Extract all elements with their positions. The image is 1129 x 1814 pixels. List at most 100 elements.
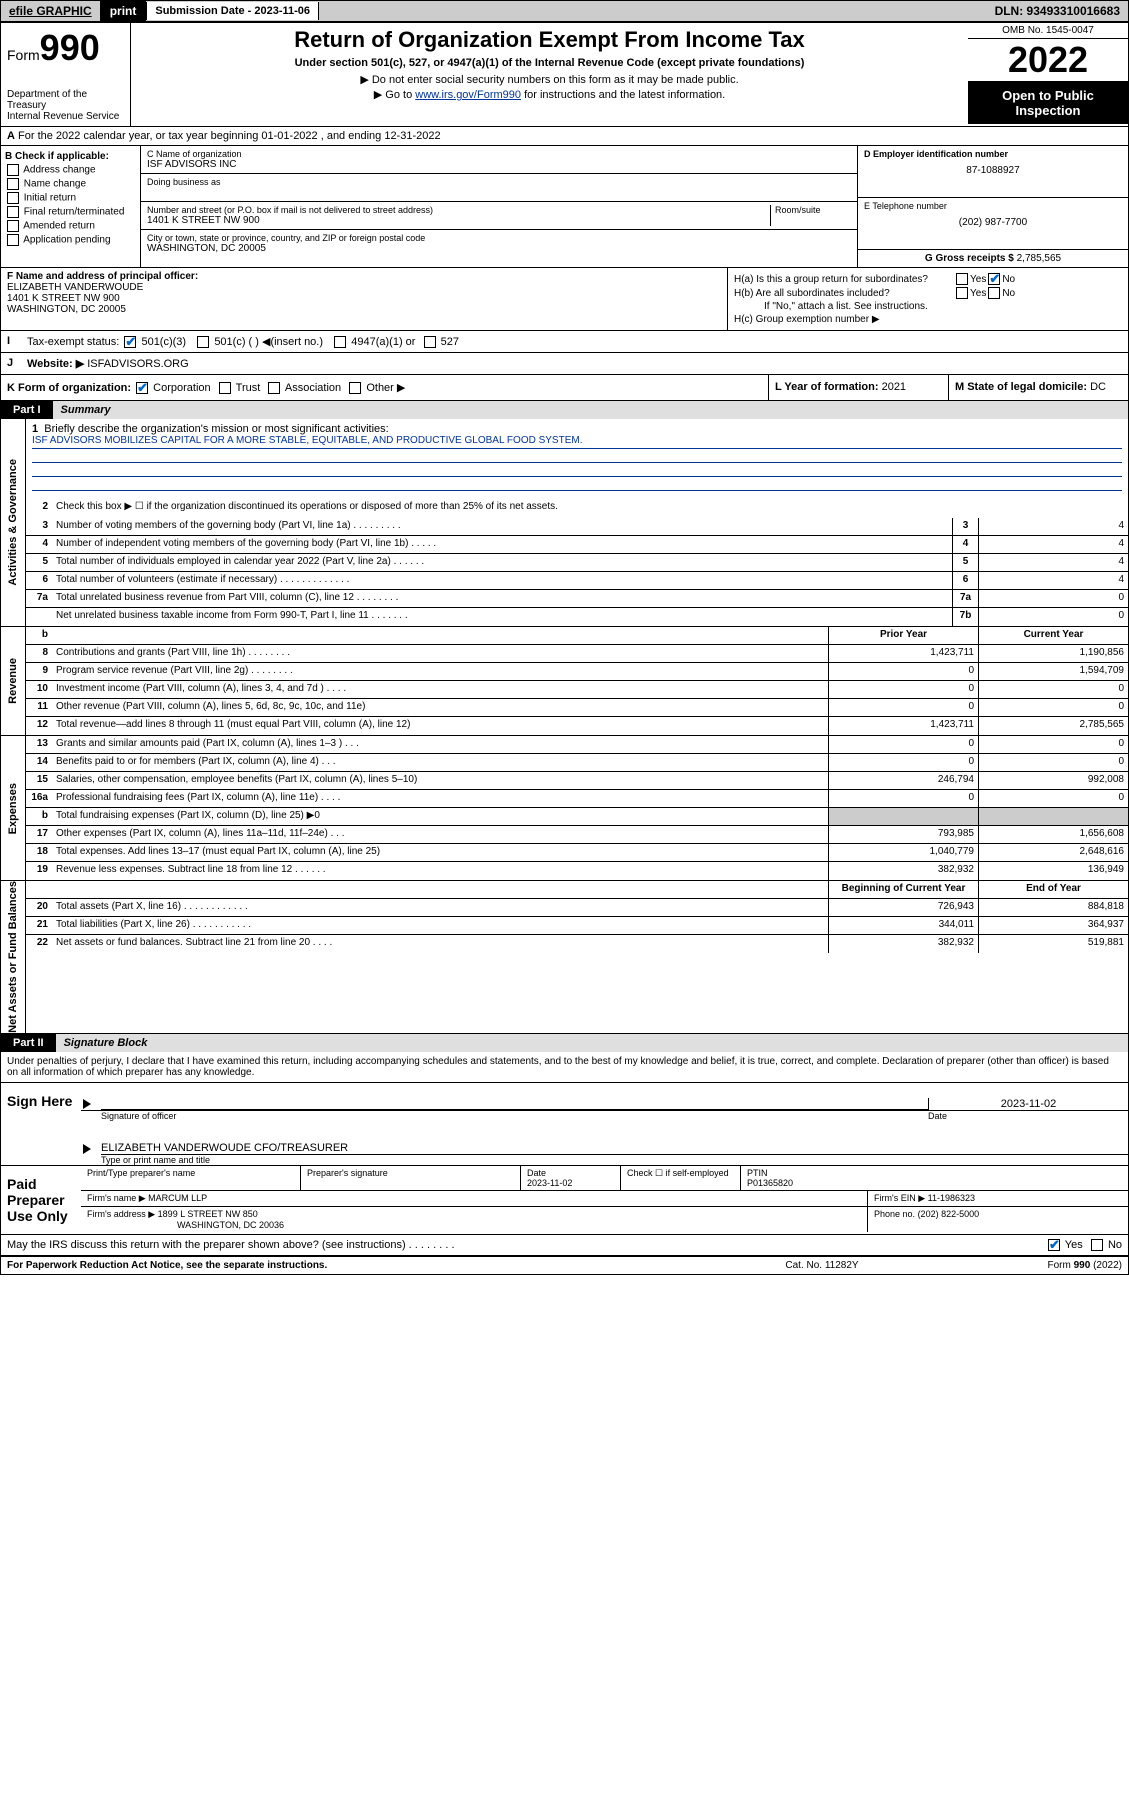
part2-title: Signature Block xyxy=(56,1034,1128,1052)
column-d-e-g: D Employer identification number 87-1088… xyxy=(858,146,1128,267)
ein-value: 87-1088927 xyxy=(864,165,1122,176)
name-title-label: Type or print name and title xyxy=(101,1155,1128,1165)
dba-label: Doing business as xyxy=(147,177,851,187)
chk-address-change[interactable]: Address change xyxy=(5,164,136,176)
discuss-no[interactable] xyxy=(1091,1239,1103,1251)
part2-header: Part II Signature Block xyxy=(1,1034,1128,1052)
irs-link[interactable]: www.irs.gov/Form990 xyxy=(415,89,521,101)
tax-year-range: For the 2022 calendar year, or tax year … xyxy=(18,130,441,142)
irs-label: Internal Revenue Service xyxy=(7,111,124,122)
hb-no[interactable] xyxy=(988,287,1000,299)
gross-receipts-label: G Gross receipts $ xyxy=(925,253,1014,264)
summary-row: 6Total number of volunteers (estimate if… xyxy=(26,572,1128,590)
form-note-ssn: ▶ Do not enter social security numbers o… xyxy=(137,73,962,86)
summary-row: 18Total expenses. Add lines 13–17 (must … xyxy=(26,844,1128,862)
mission-blank2 xyxy=(32,463,1122,477)
summary-row: 10Investment income (Part VIII, column (… xyxy=(26,681,1128,699)
omb-number: OMB No. 1545-0047 xyxy=(968,23,1128,39)
chk-4947[interactable] xyxy=(334,336,346,348)
form-subtitle: Under section 501(c), 527, or 4947(a)(1)… xyxy=(137,57,962,69)
discuss-row: May the IRS discuss this return with the… xyxy=(1,1235,1128,1256)
chk-association[interactable] xyxy=(268,382,280,394)
ha-yes[interactable] xyxy=(956,273,968,285)
row-b-num: b xyxy=(26,627,52,644)
officer-name: ELIZABETH VANDERWOUDE xyxy=(7,282,721,293)
self-employed-check[interactable]: Check ☐ if self-employed xyxy=(621,1166,741,1190)
hb-label: H(b) Are all subordinates included? xyxy=(734,288,954,299)
firm-ein: 11-1986323 xyxy=(928,1193,975,1203)
state-domicile-value: DC xyxy=(1090,381,1106,393)
open-inspection: Open to Public Inspection xyxy=(968,82,1128,124)
part1-title: Summary xyxy=(53,401,1128,419)
column-b: B Check if applicable: Address change Na… xyxy=(1,146,141,267)
mission-text: ISF ADVISORS MOBILIZES CAPITAL FOR A MOR… xyxy=(32,435,1122,449)
chk-trust[interactable] xyxy=(219,382,231,394)
form-title: Return of Organization Exempt From Incom… xyxy=(137,27,962,53)
firm-name: MARCUM LLP xyxy=(148,1193,207,1203)
firm-ein-label: Firm's EIN ▶ xyxy=(874,1193,925,1203)
hdr-current-year: Current Year xyxy=(978,627,1128,644)
chk-527[interactable] xyxy=(424,336,436,348)
preparer-sig-label: Preparer's signature xyxy=(301,1166,521,1190)
firm-name-label: Firm's name ▶ xyxy=(87,1193,146,1203)
dept-treasury: Department of the Treasury xyxy=(7,89,124,111)
street-value: 1401 K STREET NW 900 xyxy=(147,215,766,226)
chk-amended-return[interactable]: Amended return xyxy=(5,220,136,232)
officer-city: WASHINGTON, DC 20005 xyxy=(7,304,721,315)
summary-revenue: Revenue b Prior Year Current Year 8Contr… xyxy=(1,627,1128,736)
cat-no: Cat. No. 11282Y xyxy=(722,1260,922,1271)
chk-501c[interactable] xyxy=(197,336,209,348)
efile-link[interactable]: efile GRAPHIC xyxy=(1,1,100,21)
arrow-icon xyxy=(83,1099,91,1109)
summary-row: 13Grants and similar amounts paid (Part … xyxy=(26,736,1128,754)
chk-initial-return[interactable]: Initial return xyxy=(5,192,136,204)
room-label: Room/suite xyxy=(775,205,851,215)
row-k-l-m: K Form of organization: Corporation Trus… xyxy=(1,375,1128,401)
column-f: F Name and address of principal officer:… xyxy=(1,268,728,330)
chk-name-change[interactable]: Name change xyxy=(5,178,136,190)
section-a: A For the 2022 calendar year, or tax yea… xyxy=(1,127,1128,146)
ptin-value: P01365820 xyxy=(747,1178,1122,1188)
footer: For Paperwork Reduction Act Notice, see … xyxy=(1,1256,1128,1274)
vlabel-governance: Activities & Governance xyxy=(7,459,19,586)
website-value: ISFADVISORS.ORG xyxy=(87,358,188,370)
row-i-j: I Tax-exempt status: 501(c)(3) 501(c) ( … xyxy=(1,331,1128,353)
chk-other[interactable] xyxy=(349,382,361,394)
gross-receipts-value: 2,785,565 xyxy=(1017,253,1062,264)
officer-street: 1401 K STREET NW 900 xyxy=(7,293,721,304)
dln: DLN: 93493310016683 xyxy=(987,1,1128,21)
summary-expenses: Expenses 13Grants and similar amounts pa… xyxy=(1,736,1128,881)
hb-yes[interactable] xyxy=(956,287,968,299)
chk-corporation[interactable] xyxy=(136,382,148,394)
hc-label: H(c) Group exemption number ▶ xyxy=(734,314,1122,325)
form-page: Form990 Department of the Treasury Inter… xyxy=(0,22,1129,1275)
org-name-label: C Name of organization xyxy=(147,149,851,159)
summary-row: 21Total liabilities (Part X, line 26) . … xyxy=(26,917,1128,935)
officer-name-title: ELIZABETH VANDERWOUDE CFO/TREASURER xyxy=(101,1142,1128,1155)
part1-header: Part I Summary xyxy=(1,401,1128,419)
mission-blank3 xyxy=(32,477,1122,491)
form-header: Form990 Department of the Treasury Inter… xyxy=(1,23,1128,127)
vlabel-net-assets: Net Assets or Fund Balances xyxy=(7,881,19,1033)
summary-row: bTotal fundraising expenses (Part IX, co… xyxy=(26,808,1128,826)
chk-final-return[interactable]: Final return/terminated xyxy=(5,206,136,218)
sign-here-label: Sign Here xyxy=(1,1083,81,1165)
toolbar: efile GRAPHIC print Submission Date - 20… xyxy=(0,0,1129,22)
discuss-yes[interactable] xyxy=(1048,1239,1060,1251)
firm-addr2: WASHINGTON, DC 20036 xyxy=(87,1220,861,1230)
paid-preparer-block: Paid Preparer Use Only Print/Type prepar… xyxy=(1,1166,1128,1235)
ha-no[interactable] xyxy=(988,273,1000,285)
paid-preparer-label: Paid Preparer Use Only xyxy=(1,1166,81,1234)
mission-blank1 xyxy=(32,449,1122,463)
print-button[interactable]: print xyxy=(100,1,147,21)
hdr-end-year: End of Year xyxy=(978,881,1128,898)
goto-post: for instructions and the latest informat… xyxy=(521,89,725,101)
chk-501c3[interactable] xyxy=(124,336,136,348)
prep-date-value: 2023-11-02 xyxy=(527,1178,614,1188)
summary-row: 5Total number of individuals employed in… xyxy=(26,554,1128,572)
chk-application-pending[interactable]: Application pending xyxy=(5,234,136,246)
street-label: Number and street (or P.O. box if mail i… xyxy=(147,205,766,215)
summary-governance: Activities & Governance 1 Briefly descri… xyxy=(1,419,1128,627)
sign-here-block: Sign Here 2023-11-02 Signature of office… xyxy=(1,1083,1128,1166)
firm-addr-label: Firm's address ▶ xyxy=(87,1209,155,1219)
